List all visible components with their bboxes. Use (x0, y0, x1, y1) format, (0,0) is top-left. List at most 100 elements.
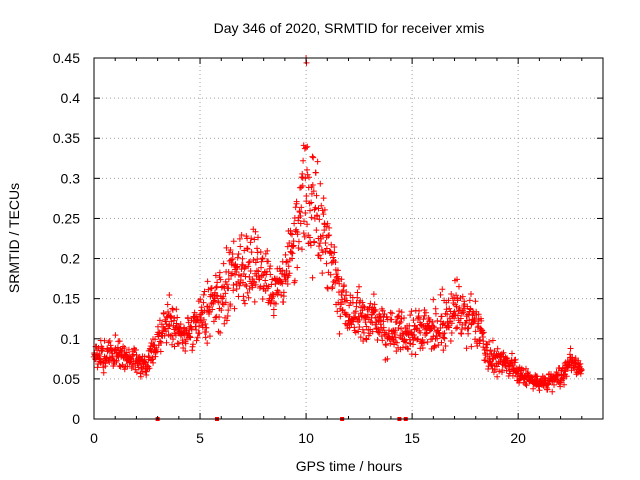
data-point (168, 318, 175, 325)
data-point (454, 295, 461, 302)
chart-title: Day 346 of 2020, SRMTID for receiver xmi… (214, 20, 485, 36)
data-point (174, 340, 181, 347)
data-point (266, 265, 273, 272)
data-point (561, 381, 568, 388)
data-point (186, 333, 193, 340)
data-point (332, 259, 339, 266)
data-point (363, 336, 370, 343)
data-point (233, 268, 240, 275)
y-axis-label: SRMTID / TECUs (6, 183, 22, 293)
data-point (405, 346, 412, 353)
data-point (130, 351, 137, 358)
data-point (578, 366, 585, 373)
data-point (308, 214, 315, 221)
data-point (162, 318, 169, 325)
data-point (312, 204, 319, 211)
data-point (310, 188, 317, 195)
data-point (262, 250, 269, 257)
data-point (491, 348, 498, 355)
data-point (523, 365, 530, 372)
data-point (265, 258, 272, 265)
data-point (182, 327, 189, 334)
data-point (243, 283, 250, 290)
data-point (197, 296, 204, 303)
data-point (415, 314, 422, 321)
data-point (472, 298, 479, 305)
data-point (414, 335, 421, 342)
data-point (417, 329, 424, 336)
x-tick-label: 0 (90, 430, 98, 446)
data-point (252, 259, 259, 266)
data-point (354, 289, 361, 296)
data-point (441, 335, 448, 342)
data-point (279, 280, 286, 287)
data-point (304, 166, 311, 173)
data-point (294, 231, 301, 238)
data-point (544, 386, 551, 393)
data-point (229, 251, 236, 258)
data-point (202, 334, 209, 341)
data-point (246, 273, 253, 280)
data-point (272, 300, 279, 307)
data-point (319, 232, 326, 239)
data-point (219, 283, 226, 290)
data-point (163, 321, 170, 328)
y-tick-label: 0.1 (61, 331, 81, 347)
data-point (244, 289, 251, 296)
data-point (295, 238, 302, 245)
data-point (326, 232, 333, 239)
data-point (225, 269, 232, 276)
data-point (328, 250, 335, 257)
data-point (282, 251, 289, 258)
data-point (308, 199, 315, 206)
data-point (322, 239, 329, 246)
data-point (392, 327, 399, 334)
data-point (295, 244, 302, 251)
data-point (520, 367, 527, 374)
data-point (336, 280, 343, 287)
data-point (316, 252, 323, 259)
data-point (294, 264, 301, 271)
data-point (430, 296, 437, 303)
data-point (356, 283, 363, 290)
data-point (486, 338, 493, 345)
data-point (395, 324, 402, 331)
data-point (284, 258, 291, 265)
data-point (438, 339, 445, 346)
data-point (204, 340, 211, 347)
data-point (397, 318, 404, 325)
data-point (213, 284, 220, 291)
data-point (152, 336, 159, 343)
data-point (224, 313, 231, 320)
data-point (431, 342, 438, 349)
data-point (112, 332, 119, 339)
data-point (313, 192, 320, 199)
data-point (219, 300, 226, 307)
data-point (280, 298, 287, 305)
data-point (248, 249, 255, 256)
data-point (572, 355, 579, 362)
data-point (234, 254, 241, 261)
data-point (427, 326, 434, 333)
data-point (306, 174, 313, 181)
y-tick-label: 0.05 (53, 371, 80, 387)
data-point (252, 281, 259, 288)
data-point (356, 323, 363, 330)
data-point (230, 238, 237, 245)
data-point (280, 293, 287, 300)
data-point (125, 346, 132, 353)
data-point (381, 331, 388, 338)
data-point (216, 313, 223, 320)
data-point (222, 299, 229, 306)
data-point (414, 315, 421, 322)
data-point (286, 270, 293, 277)
data-point (305, 184, 312, 191)
data-point (290, 242, 297, 249)
data-point (369, 319, 376, 326)
data-point (307, 242, 314, 249)
data-point (422, 309, 429, 316)
data-point (416, 307, 423, 314)
data-point (316, 216, 323, 223)
data-point (167, 313, 174, 320)
data-point (200, 316, 207, 323)
